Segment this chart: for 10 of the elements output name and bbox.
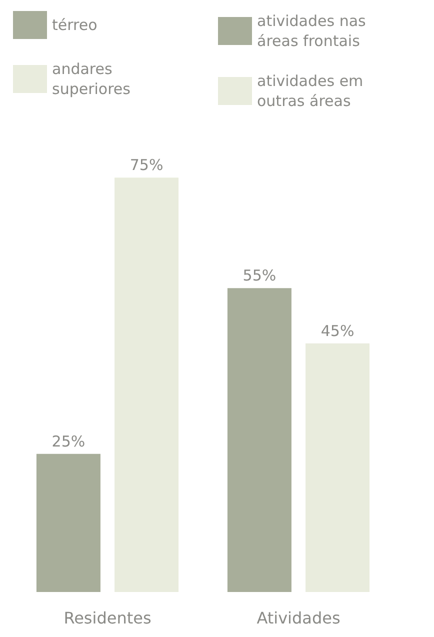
- legend-label: andares superiores: [52, 60, 131, 98]
- x-tick-label: Atividades: [256, 608, 340, 628]
- x-tick-label: Residentes: [64, 608, 152, 628]
- legend-label: térreo: [52, 16, 98, 34]
- data-label: 25%: [52, 432, 86, 450]
- legend-label: atividades nas áreas frontais: [257, 12, 371, 50]
- data-label: 55%: [242, 266, 276, 285]
- legend-label: atividades em outras áreas: [257, 72, 368, 110]
- data-label: 75%: [130, 156, 164, 174]
- data-label: 45%: [320, 322, 354, 340]
